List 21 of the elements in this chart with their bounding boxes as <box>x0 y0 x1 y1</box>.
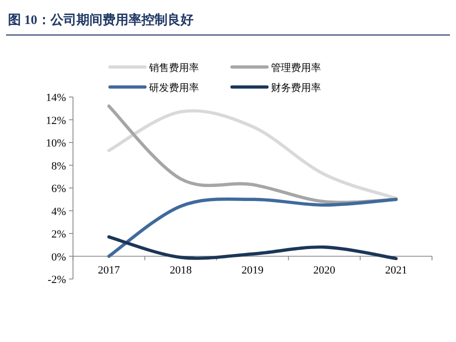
y-tick-label: 14% <box>46 92 66 104</box>
x-tick-label: 2019 <box>242 264 264 276</box>
y-tick-label: 2% <box>51 228 66 240</box>
x-tick-label: 2017 <box>98 264 120 276</box>
legend-label: 销售费用率 <box>148 62 199 74</box>
line-series <box>107 235 398 260</box>
y-tick-label: -2% <box>48 274 66 286</box>
x-tick-label: 2018 <box>170 264 192 276</box>
x-tick-label: 2021 <box>385 264 408 276</box>
y-tick-label: 10% <box>46 138 66 150</box>
chart-title: 图 10：公司期间费用率控制良好 <box>8 12 194 27</box>
y-tick-label: 0% <box>51 251 66 264</box>
y-tick-label: 4% <box>51 206 66 218</box>
legend-label: 财务费用率 <box>271 82 321 94</box>
line-series <box>107 198 398 258</box>
y-tick-label: 8% <box>51 160 66 172</box>
y-tick-label: 6% <box>51 183 66 195</box>
x-tick-label: 2020 <box>313 264 336 276</box>
y-tick-label: 12% <box>46 114 66 127</box>
legend-label: 管理费用率 <box>271 62 321 74</box>
legend-label: 研发费用率 <box>149 82 199 94</box>
